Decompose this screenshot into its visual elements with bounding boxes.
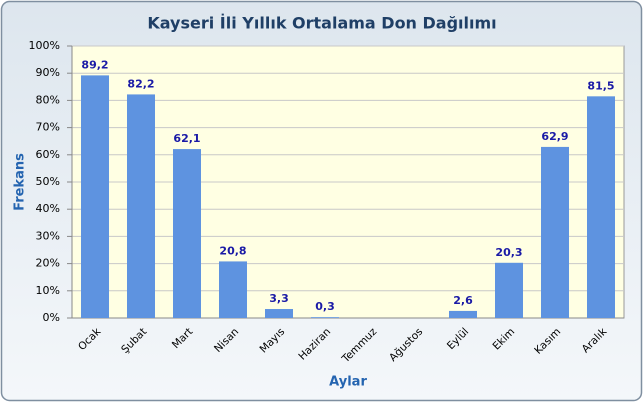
x-axis-title: Aylar: [329, 375, 367, 390]
y-tick-label: 70%: [36, 121, 60, 134]
value-label: 20,3: [495, 246, 522, 259]
value-label: 62,9: [541, 130, 568, 143]
value-label: 3,3: [269, 292, 289, 305]
y-tick-label: 90%: [36, 66, 60, 79]
bar: [173, 149, 201, 318]
bar: [265, 309, 293, 318]
y-tick-label: 100%: [29, 39, 60, 52]
value-label: 81,5: [587, 79, 614, 92]
y-tick-label: 20%: [36, 257, 60, 270]
bar: [127, 94, 155, 318]
value-label: 2,6: [453, 294, 473, 307]
bar: [311, 317, 339, 318]
bar: [81, 75, 109, 318]
value-label: 20,8: [219, 244, 246, 257]
y-axis-title: Frekans: [13, 153, 28, 211]
bar: [587, 96, 615, 318]
bar: [495, 262, 523, 318]
y-tick-label: 60%: [36, 148, 60, 161]
y-tick-label: 50%: [36, 175, 60, 188]
bar: [219, 261, 247, 318]
chart-title: Kayseri İli Yıllık Ortalama Don Dağılımı: [147, 14, 496, 33]
y-tick-label: 30%: [36, 229, 60, 242]
value-label: 0,3: [315, 300, 335, 313]
y-tick-label: 80%: [36, 93, 60, 106]
bar: [449, 310, 477, 318]
y-tick-label: 10%: [36, 284, 60, 297]
value-label: 62,1: [173, 132, 200, 145]
value-label: 89,2: [81, 58, 108, 71]
value-label: 82,2: [127, 77, 154, 90]
y-tick-label: 40%: [36, 202, 60, 215]
bar: [541, 146, 569, 318]
y-tick-label: 0%: [43, 311, 60, 324]
